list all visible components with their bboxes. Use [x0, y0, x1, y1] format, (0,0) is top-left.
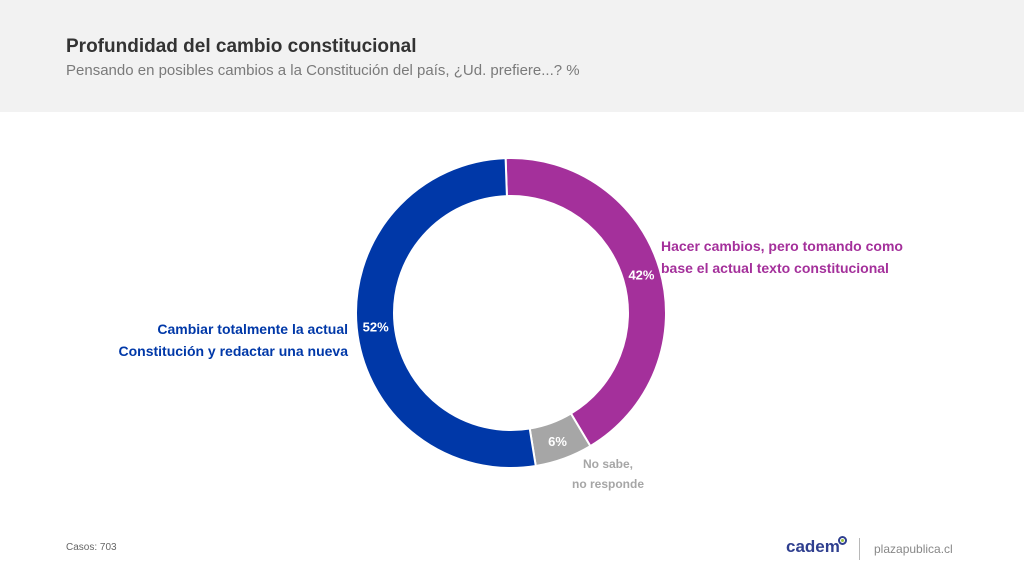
page-subtitle: Pensando en posibles cambios a la Consti…	[66, 62, 580, 79]
cadem-logo: cadem	[786, 537, 840, 556]
data-label-blue: 52%	[363, 319, 389, 334]
cases-count: Casos: 703	[66, 542, 117, 553]
legend-label-line: No sabe,	[582, 457, 633, 471]
donut-slice-purple	[504, 157, 667, 448]
legend-label-cambiar-totalmente: Cambiar totalmente la actual Constitució…	[90, 318, 349, 362]
legend-label-line: no responde	[571, 477, 644, 491]
legend-label-line: Hacer cambios, pero tomando como	[661, 238, 903, 254]
footer-divider	[859, 538, 860, 560]
donut-slice-blue	[355, 157, 537, 469]
legend-label-no-sabe: No sabe, no responde	[548, 454, 668, 494]
legend-label-line: Constitución y redactar una nueva	[118, 343, 349, 359]
header-band: Profundidad del cambio constitucional Pe…	[0, 0, 1024, 112]
page-title: Profundidad del cambio constitucional	[66, 36, 417, 57]
data-label-purple: 42%	[628, 268, 654, 283]
legend-label-line: base el actual texto constitucional	[661, 260, 889, 276]
cadem-logo-dot-icon	[838, 536, 847, 545]
legend-label-line: Cambiar totalmente la actual	[157, 321, 348, 337]
site-url: plazapublica.cl	[874, 542, 953, 556]
legend-label-hacer-cambios: Hacer cambios, pero tomando como base el…	[661, 235, 941, 279]
data-label-gray: 6%	[548, 434, 567, 449]
